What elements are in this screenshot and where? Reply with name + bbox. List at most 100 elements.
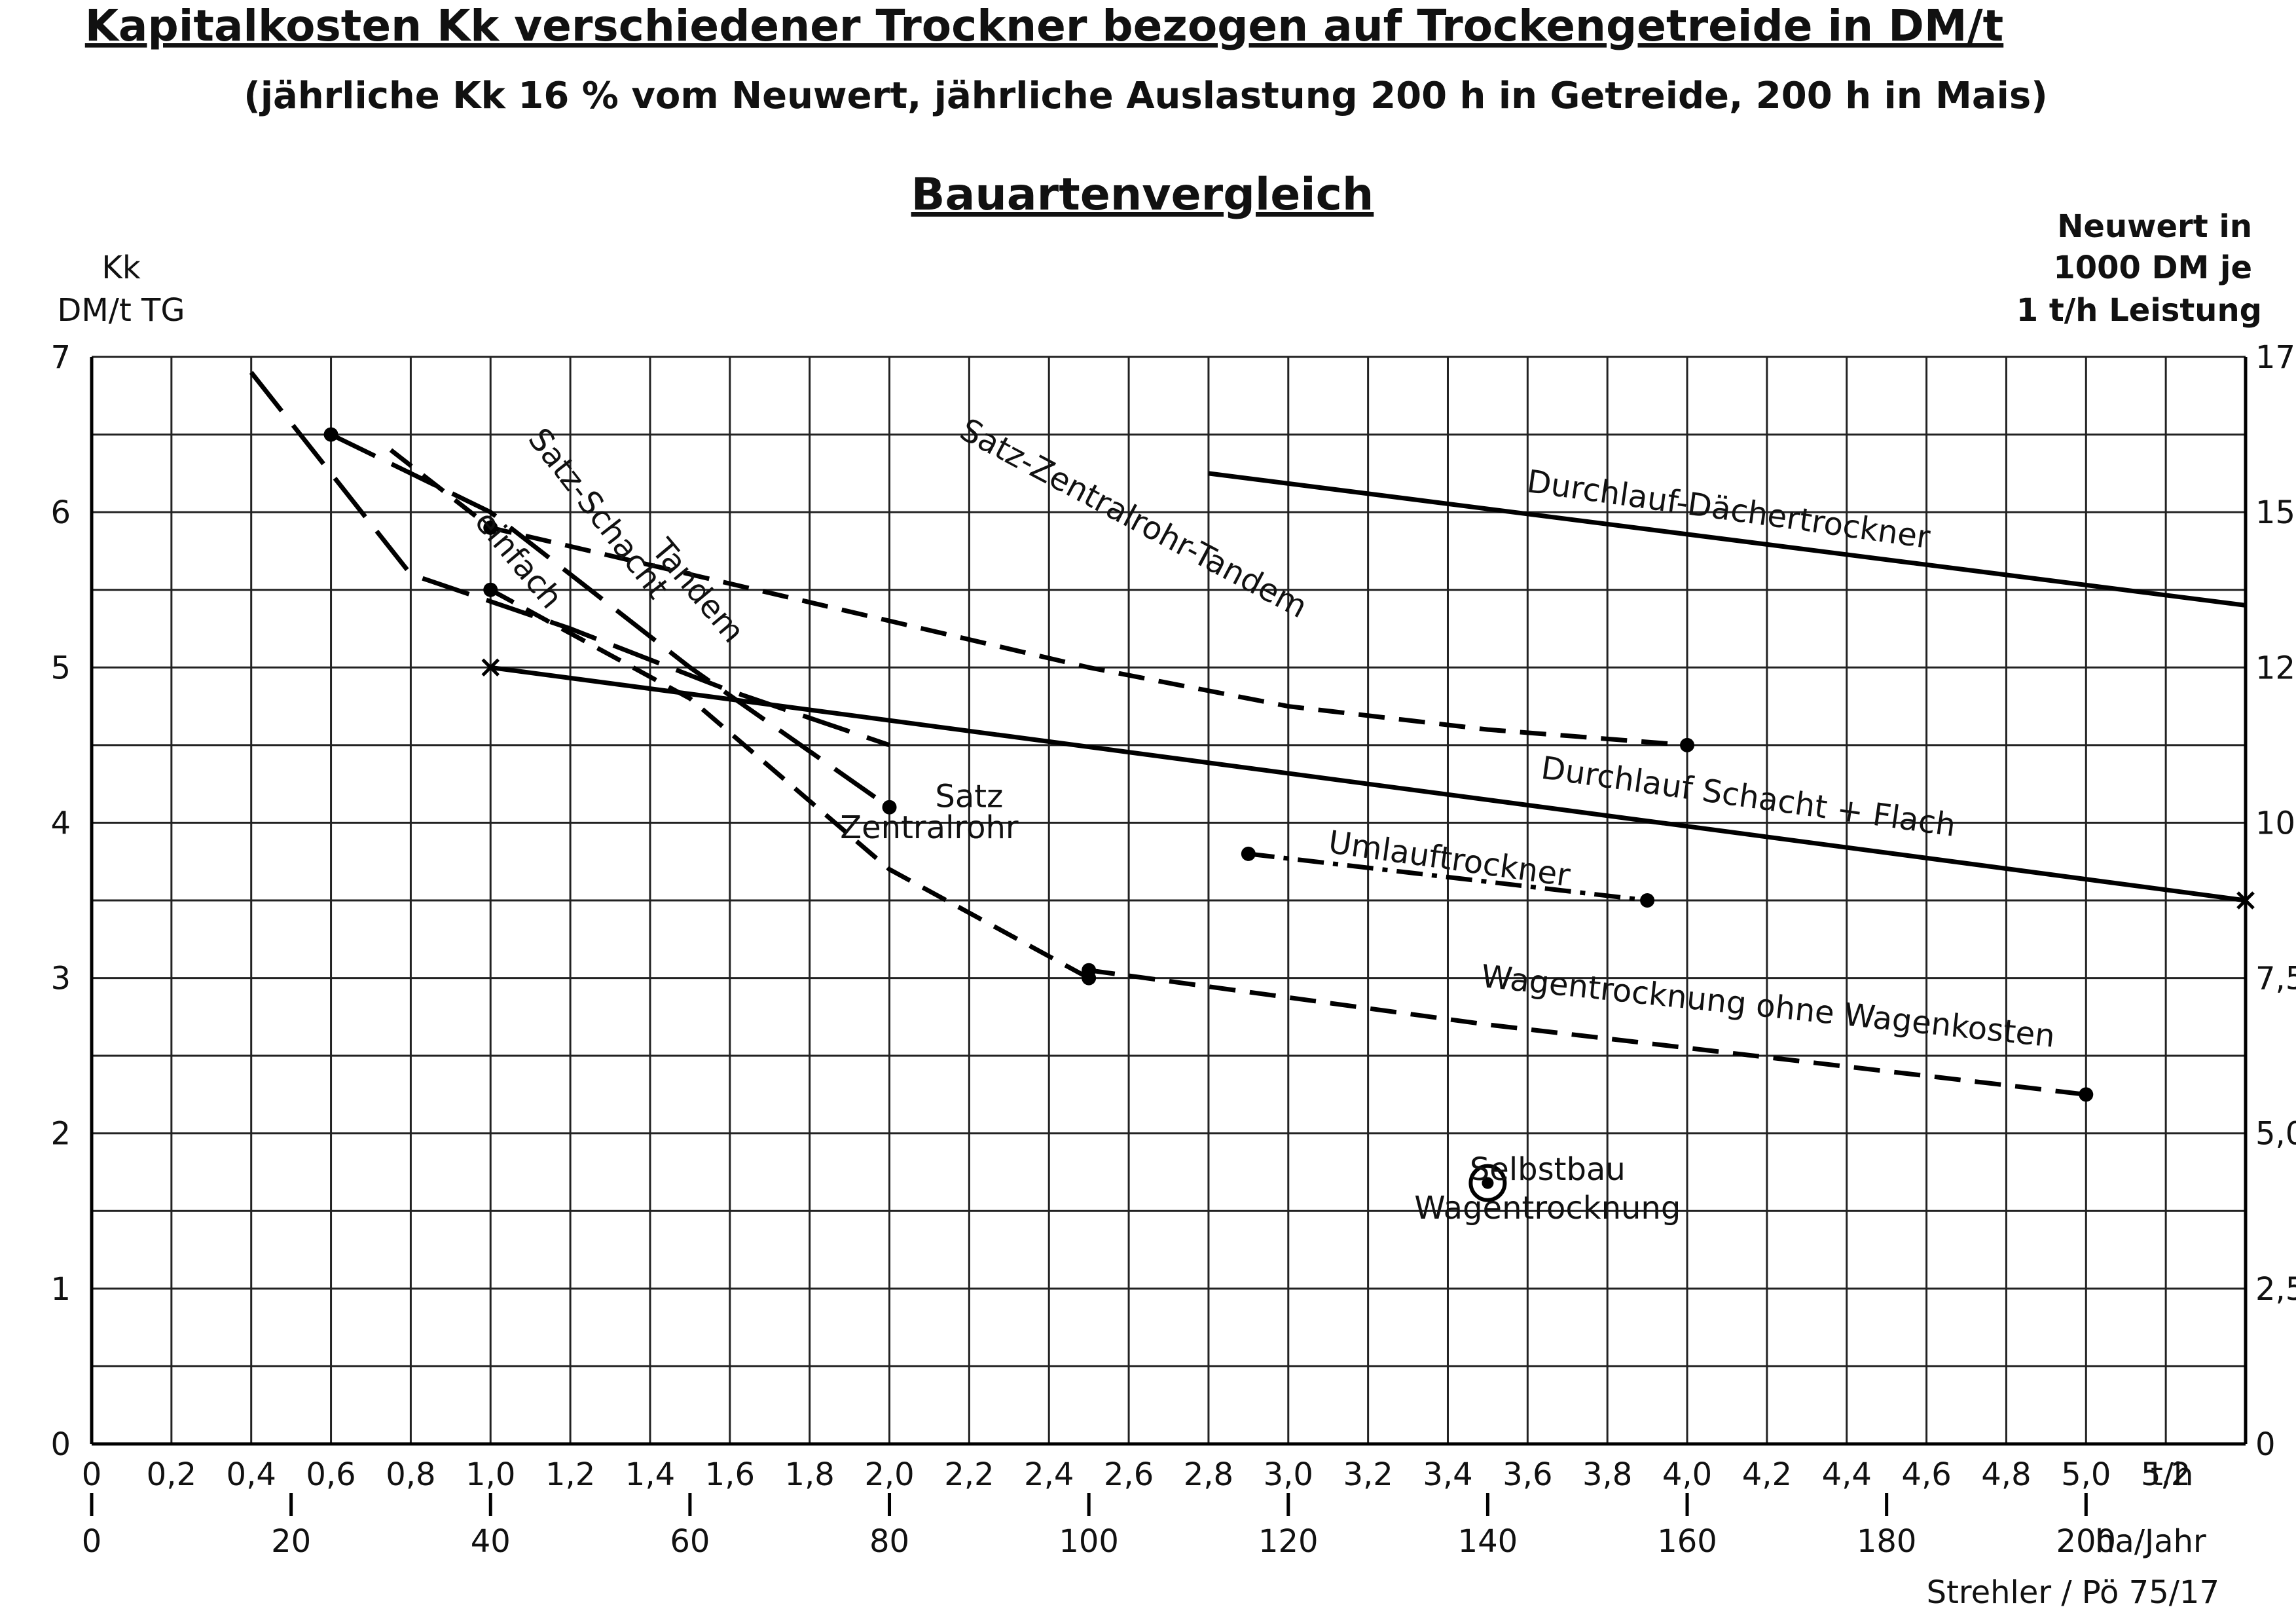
y-tick-label: 6 xyxy=(50,494,71,531)
y-tick-label: 3 xyxy=(50,961,71,997)
x-tick-label: 1,8 xyxy=(784,1456,834,1493)
titles: Kapitalkosten Kk verschiedener Trockner … xyxy=(85,1,2048,221)
chart-subtitle: (jährliche Kk 16 % vom Neuwert, jährlich… xyxy=(244,75,2048,117)
data-point xyxy=(2079,1087,2094,1102)
y-axis-label-line-1: Kk xyxy=(101,249,140,286)
x-tick-label: 4,8 xyxy=(1981,1456,2031,1493)
x-tick-label: 4,0 xyxy=(1662,1456,1712,1493)
x-tick-label: 2,2 xyxy=(944,1456,994,1493)
series-line xyxy=(1248,851,1648,903)
chart-title: Kapitalkosten Kk verschiedener Trockner … xyxy=(85,1,2003,51)
x-tick-label: 3,2 xyxy=(1343,1456,1393,1493)
y2-axis-label-line-2: 1000 DM je xyxy=(2053,249,2252,286)
x-tick-label: 5,0 xyxy=(2061,1456,2111,1493)
y-tick-label: 1 xyxy=(50,1271,71,1308)
x-tick-label: 5,2 xyxy=(2141,1456,2191,1493)
series-line xyxy=(330,432,891,809)
y2-axis-label-line-3: 1 t/h Leistung xyxy=(2016,292,2262,329)
tick-labels: 0 0,2 0,4 0,6 0,8 1,0 1,2 1,4 1,6 1,8 2,0 2,2 2,4 2,6… xyxy=(50,339,2296,1560)
x-tick-label: 0,6 xyxy=(306,1456,355,1493)
x-axis-label-top: t/h xyxy=(2151,1456,2193,1493)
curve-label: einfach xyxy=(467,504,570,616)
series-line xyxy=(389,448,1688,748)
x2-tick-label: 160 xyxy=(1657,1523,1717,1560)
series-line xyxy=(490,665,2246,903)
y2-tick-label: 7,5 xyxy=(2255,961,2296,997)
curve-label: Zentralrohr xyxy=(840,809,1019,846)
data-point xyxy=(483,582,498,597)
chart-heading: Bauartenvergleich xyxy=(911,169,1374,221)
selbstbau-marker-dot xyxy=(1482,1177,1494,1189)
data-point xyxy=(1241,846,1256,861)
x-tick-label: 0,2 xyxy=(147,1456,196,1493)
y-tick-label: 7 xyxy=(50,339,71,376)
left-axis-title: Kk DM/t TG xyxy=(57,249,185,329)
x-tick-label: 3,6 xyxy=(1503,1456,1552,1493)
x2-tick-label: 40 xyxy=(471,1523,511,1560)
curve-label: Satz xyxy=(935,779,1003,815)
x-tick-label: 4,6 xyxy=(1901,1456,1951,1493)
data-point xyxy=(483,520,498,535)
series-line xyxy=(1088,968,2086,1097)
y-axis-label-line-2: DM/t TG xyxy=(57,292,185,329)
x-tick-label: 3,4 xyxy=(1423,1456,1472,1493)
x2-tick-label: 120 xyxy=(1258,1523,1319,1560)
data-point xyxy=(323,427,338,442)
data-markers xyxy=(323,427,2255,1202)
curve-label: Umlauftrockner xyxy=(1326,824,1573,894)
y2-tick-label: 12,5 xyxy=(2255,650,2296,686)
x2-tick-label: 180 xyxy=(1857,1523,1917,1560)
x-tick-label: 3,0 xyxy=(1264,1456,1313,1493)
x2-tick-label: 100 xyxy=(1059,1523,1119,1560)
x-tick-label: 4,2 xyxy=(1742,1456,1792,1493)
x-tick-label: 1,6 xyxy=(705,1456,755,1493)
curve-label: Durchlauf Schacht + Flach xyxy=(1539,750,1958,844)
y2-tick-label: 0 xyxy=(2255,1426,2276,1463)
series-lines xyxy=(249,371,2246,1097)
data-point xyxy=(1680,737,1695,752)
x-axis-label-bottom: ha/Jahr xyxy=(2095,1523,2206,1560)
curve-label: Selbstbau xyxy=(1470,1151,1626,1188)
end-cross-marker xyxy=(2236,891,2255,910)
y-tick-label: 4 xyxy=(50,805,71,841)
curve-label: Wagentrocknung xyxy=(1414,1190,1681,1227)
curve-label: Satz-Zentralrohr-Tandem xyxy=(954,411,1313,625)
x2-tick-label: 60 xyxy=(670,1523,710,1560)
x-tick-label: 3,8 xyxy=(1582,1456,1632,1493)
y2-tick-label: 15,0 xyxy=(2255,494,2296,531)
y2-tick-label: 2,5 xyxy=(2255,1271,2296,1308)
curve-label: Wagentrocknung ohne Wagenkosten xyxy=(1480,958,2057,1055)
data-point xyxy=(882,800,897,815)
x-tick-label: 1,4 xyxy=(625,1456,675,1493)
x2-tick-label: 80 xyxy=(869,1523,909,1560)
x-tick-label: 4,4 xyxy=(1822,1456,1872,1493)
curve-label: Durchlauf-Dächertrockner xyxy=(1525,463,1933,556)
y-tick-label: 5 xyxy=(50,650,71,686)
x-tick-label: 2,0 xyxy=(864,1456,914,1493)
right-axis-title: Neuwert in 1000 DM je 1 t/h Leistung xyxy=(2016,208,2262,329)
x-tick-label: 0,8 xyxy=(386,1456,435,1493)
x-tick-label: 1,2 xyxy=(545,1456,595,1493)
x2-tick-label: 0 xyxy=(82,1523,102,1560)
x2-tick-label: 200 xyxy=(2056,1523,2116,1560)
x-tick-label: 2,8 xyxy=(1184,1456,1233,1493)
footer-credit: Strehler / Pö 75/17 xyxy=(1927,1574,2219,1611)
y2-tick-label: 17,5 xyxy=(2255,339,2296,376)
data-point xyxy=(1640,893,1655,908)
x-tick-label: 0 xyxy=(82,1456,102,1493)
series-line xyxy=(1208,471,2246,608)
x-tick-label: 2,4 xyxy=(1024,1456,1074,1493)
y2-tick-label: 5,0 xyxy=(2255,1116,2296,1153)
x-tick-label: 1,0 xyxy=(465,1456,515,1493)
y2-tick-label: 10,0 xyxy=(2255,805,2296,841)
data-point xyxy=(1082,963,1097,978)
x-tick-label: 0,4 xyxy=(227,1456,276,1493)
x2-tick-label: 20 xyxy=(271,1523,311,1560)
series-line xyxy=(249,371,890,748)
x-tick-label: 2,6 xyxy=(1104,1456,1154,1493)
y-tick-label: 2 xyxy=(50,1116,71,1153)
x2-tick-label: 140 xyxy=(1458,1523,1518,1560)
end-cross-marker xyxy=(481,658,500,677)
y-tick-label: 0 xyxy=(50,1426,71,1463)
